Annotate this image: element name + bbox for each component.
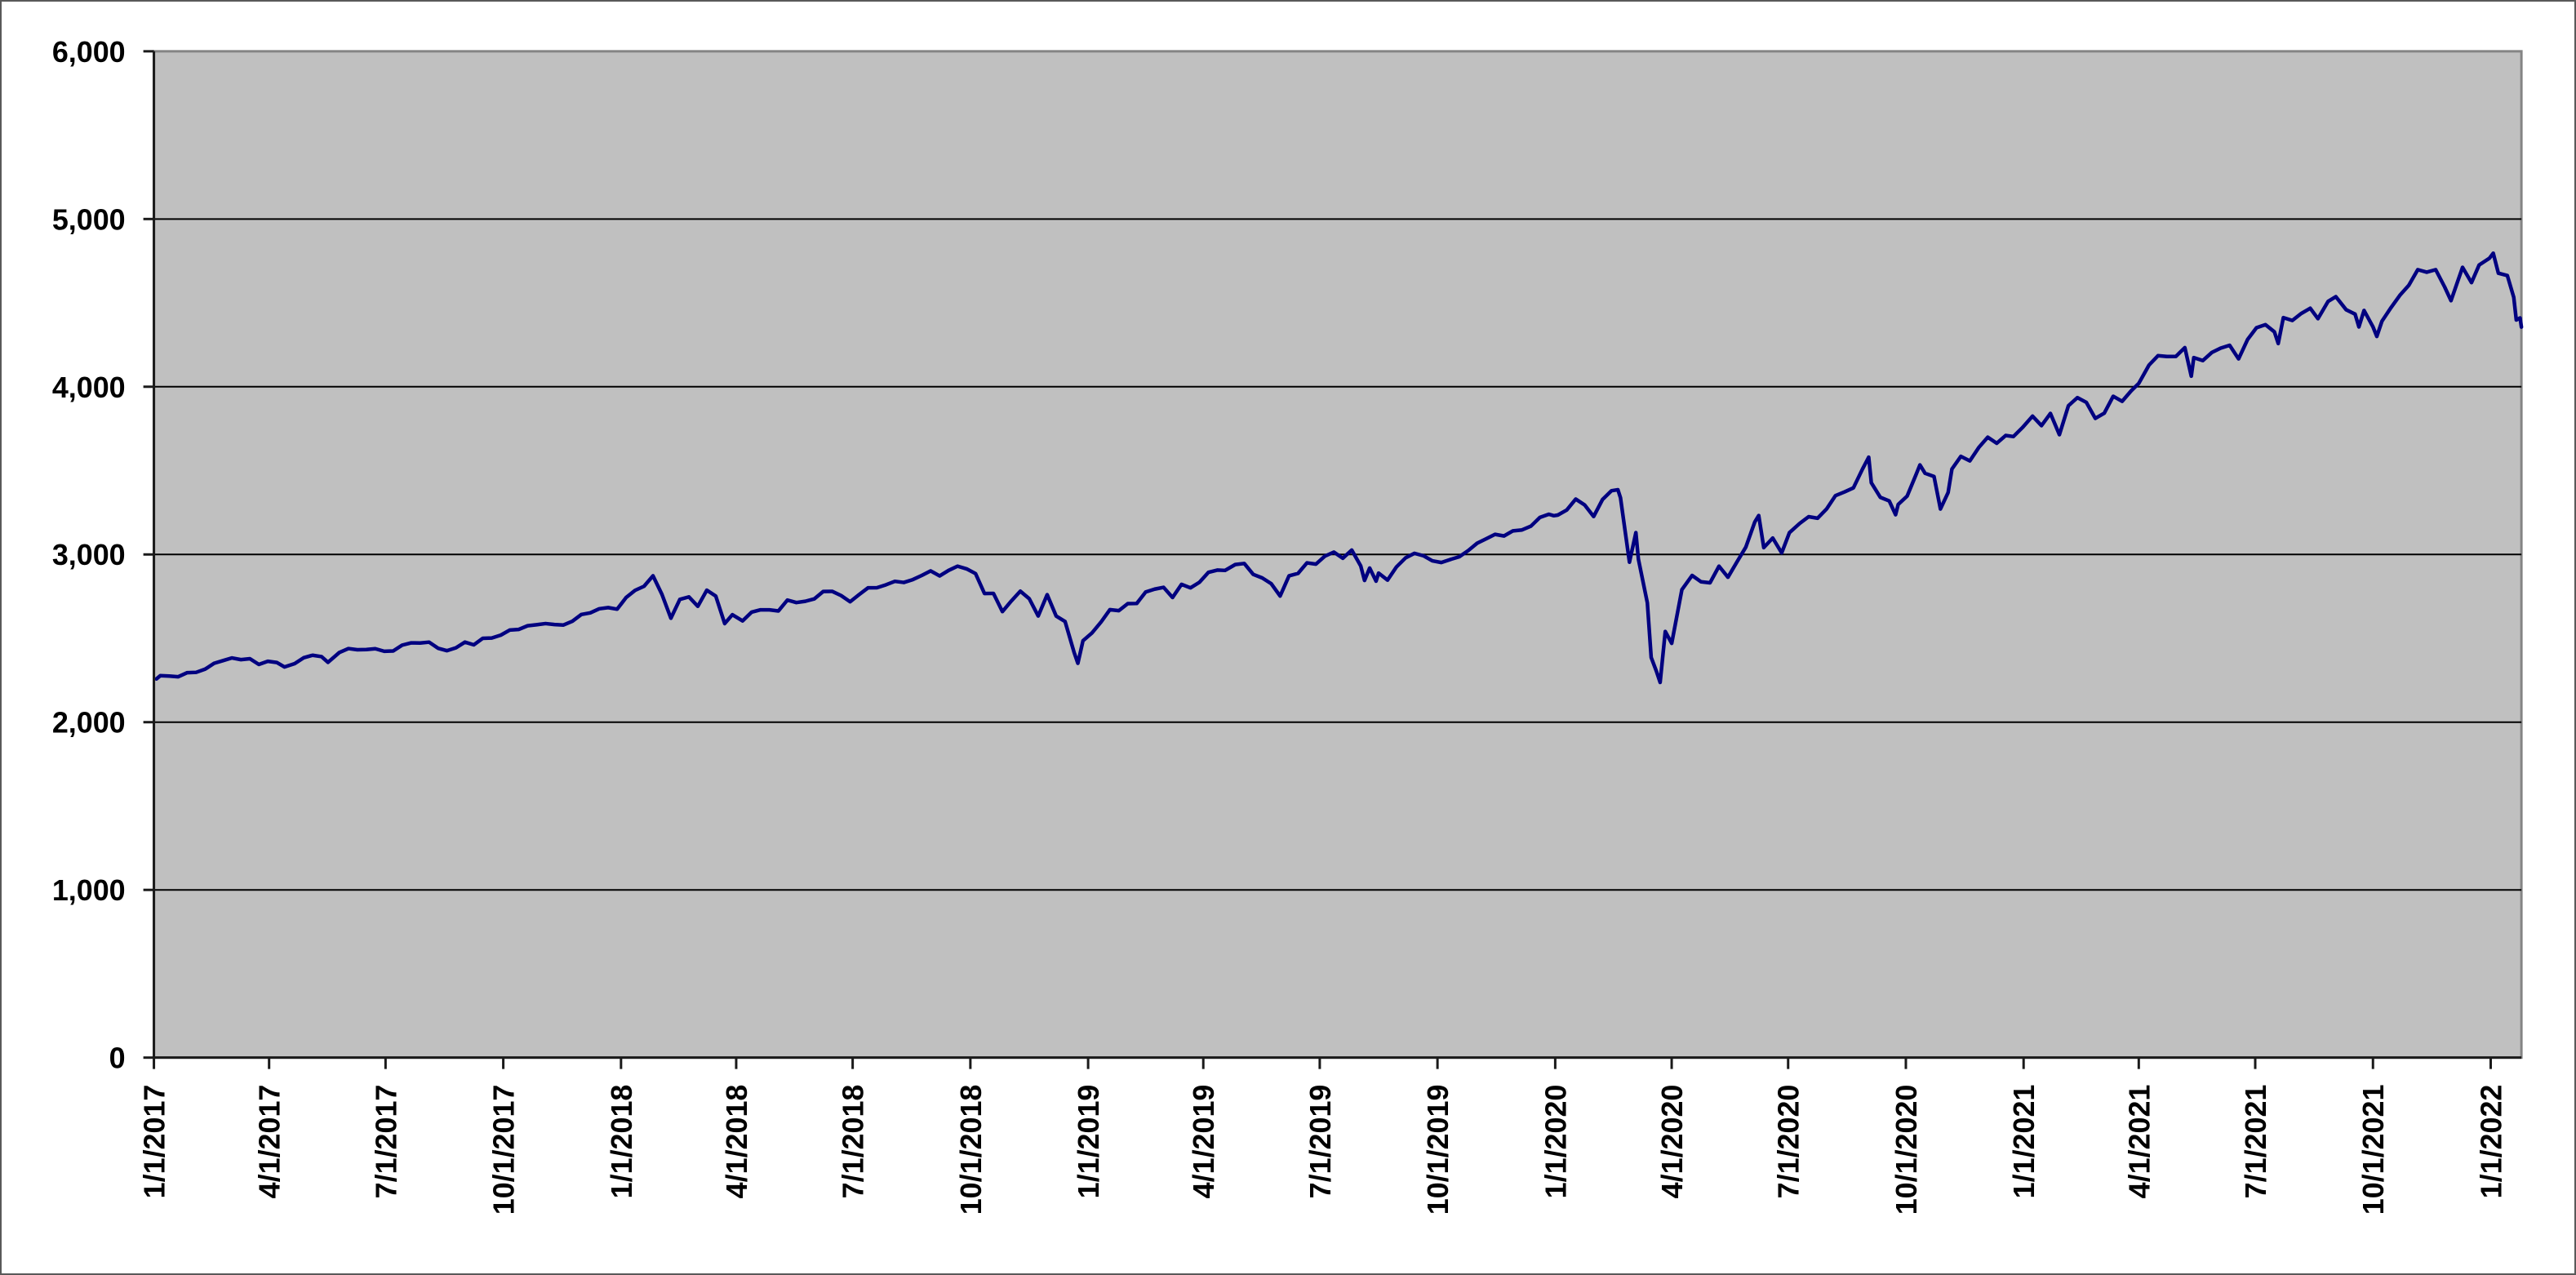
y-axis-tick-label: 6,000 [52, 36, 126, 69]
x-axis-tick-label: 7/1/2019 [1304, 1085, 1337, 1199]
series-line [154, 251, 2524, 685]
x-axis-tick-label: 10/1/2017 [488, 1085, 521, 1215]
x-axis-tick-label: 4/1/2020 [1656, 1085, 1689, 1199]
x-axis-tick-label: 1/1/2020 [1539, 1085, 1572, 1199]
x-axis-tick-label: 7/1/2020 [1773, 1085, 1805, 1199]
x-axis-tick-label: 1/1/2022 [2475, 1085, 2507, 1199]
x-axis-tick-label: 4/1/2017 [254, 1085, 286, 1199]
y-axis-tick-label: 2,000 [52, 707, 126, 740]
x-axis-tick-label: 7/1/2018 [837, 1085, 870, 1199]
x-axis-tick-label: 10/1/2020 [1890, 1085, 1923, 1215]
x-axis-tick-label: 4/1/2018 [721, 1085, 753, 1199]
x-axis-tick-label: 10/1/2021 [2357, 1085, 2390, 1215]
x-axis-tick-label: 1/1/2017 [139, 1085, 171, 1199]
y-axis-tick-label: 1,000 [52, 874, 126, 907]
x-axis-tick-label: 1/1/2021 [2008, 1085, 2041, 1199]
y-axis-tick-label: 3,000 [52, 539, 126, 571]
x-axis-tick-label: 10/1/2018 [955, 1085, 988, 1215]
x-axis-tick-label: 4/1/2021 [2123, 1085, 2156, 1199]
y-axis-tick-label: 5,000 [52, 203, 126, 236]
x-axis-tick-label: 1/1/2018 [606, 1085, 638, 1199]
x-axis-tick-label: 7/1/2017 [370, 1085, 402, 1199]
y-axis-tick-label: 4,000 [52, 371, 126, 404]
y-axis-tick-label: 0 [109, 1042, 126, 1075]
x-axis-tick-label: 7/1/2021 [2240, 1085, 2272, 1199]
x-axis-tick-label: 10/1/2019 [1422, 1085, 1455, 1215]
x-axis-tick-label: 1/1/2019 [1073, 1085, 1105, 1199]
x-axis-tick-label: 4/1/2019 [1188, 1085, 1220, 1199]
